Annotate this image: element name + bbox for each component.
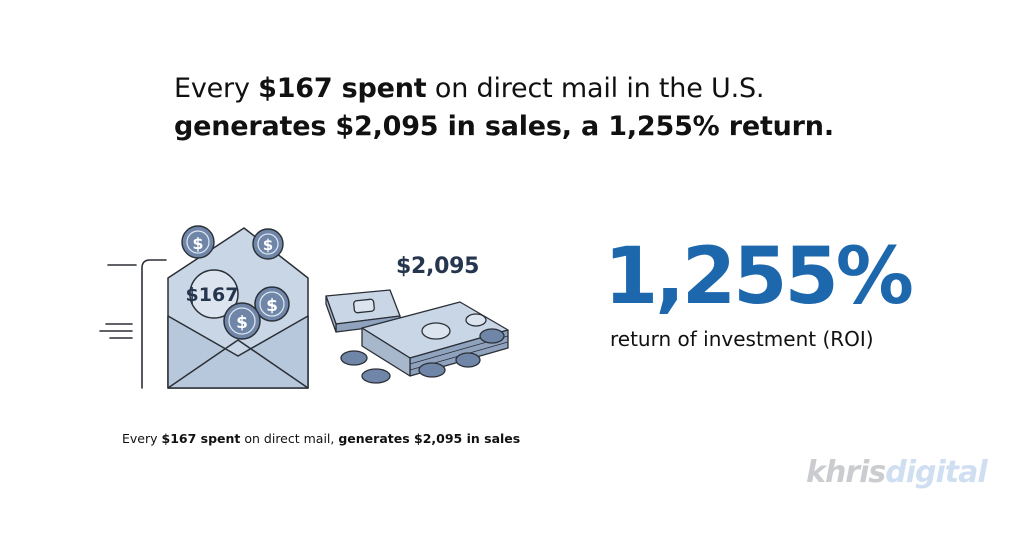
headline: Every $167 spent on direct mail in the U… <box>174 70 834 146</box>
caption-emphasis: $167 spent <box>161 431 241 446</box>
coin-icon <box>340 328 505 384</box>
headline-line-2: generates $2,095 in sales, a 1,255% retu… <box>174 108 834 146</box>
headline-line-1: Every $167 spent on direct mail in the U… <box>174 70 834 108</box>
headline-emphasis: $167 spent <box>258 73 427 104</box>
logo-text-part2: digital <box>885 455 987 490</box>
roi-percentage: 1,255% <box>604 232 914 322</box>
envelope-icon: $ $ $167 <box>167 227 309 389</box>
svg-text:$: $ <box>236 313 248 333</box>
headline-text: Every <box>174 73 259 104</box>
headline-text: on direct mail in the U.S. <box>426 73 765 104</box>
coin-icon: $ <box>252 228 284 260</box>
cash-amount-label: $2,095 <box>396 254 480 279</box>
caption: Every $167 spent on direct mail, generat… <box>122 431 520 446</box>
coin-icon: $ <box>181 225 215 259</box>
direct-mail-illustration: $ $ $167 $ $ <box>99 225 509 389</box>
caption-text: on direct mail, <box>240 431 339 446</box>
roi-label: return of investment (ROI) <box>610 327 874 351</box>
speed-lines-icon <box>99 259 167 389</box>
caption-text: Every <box>122 431 162 446</box>
svg-text:$: $ <box>192 234 203 253</box>
svg-text:$: $ <box>263 236 273 254</box>
envelope-amount: $167 <box>186 284 239 306</box>
logo-text-part1: khris <box>806 455 886 490</box>
headline-emphasis: generates $2,095 in sales, a 1,255% retu… <box>174 111 834 142</box>
coin-icon: $ <box>223 302 261 340</box>
svg-text:$: $ <box>266 296 278 316</box>
coin-icon: $ <box>254 286 290 322</box>
brand-logo: khrisdigital <box>806 455 988 490</box>
caption-emphasis: generates $2,095 in sales <box>338 431 521 446</box>
